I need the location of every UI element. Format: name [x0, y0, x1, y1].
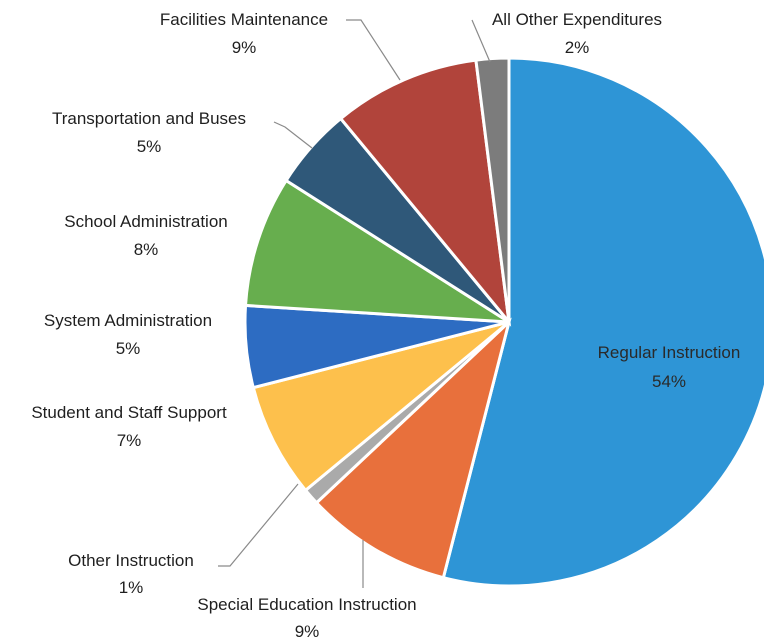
slice-value-student-staff-support: 7%	[117, 431, 142, 450]
pie-slice-facilities-maintenance	[338, 58, 512, 327]
slice-value-transportation-buses: 5%	[137, 137, 162, 156]
leader-facilities	[346, 19, 401, 81]
pie-slice-school-administration	[243, 178, 510, 324]
slice-label-facilities-maintenance: Facilities Maintenance	[160, 10, 328, 29]
slice-label-other-instruction: Other Instruction	[68, 551, 194, 570]
slice-value-special-education-instruction: 9%	[295, 622, 320, 641]
leader-transportation	[273, 121, 313, 149]
leader-other-instruction	[218, 483, 299, 567]
slice-label-system-administration: System Administration	[44, 311, 212, 330]
slice-value-facilities-maintenance: 9%	[232, 38, 257, 57]
leader-lines	[218, 19, 491, 588]
pie-slices	[243, 56, 764, 588]
slice-label-regular-instruction: Regular Instruction	[598, 343, 741, 362]
pie-slice-student-and-staff-support	[251, 320, 510, 493]
slice-value-system-administration: 5%	[116, 339, 141, 358]
leader-all-other	[471, 19, 491, 63]
pie-slice-all-other-expenditures	[474, 56, 511, 323]
slice-value-other-instruction: 1%	[119, 578, 144, 597]
slice-value-regular-instruction: 54%	[652, 372, 686, 391]
slice-value-all-other-expenditures: 2%	[565, 38, 590, 57]
pie-slice-regular-instruction	[441, 56, 764, 588]
slice-value-school-administration: 8%	[134, 240, 159, 259]
slice-label-student-staff-support: Student and Staff Support	[31, 403, 227, 422]
slice-label-school-administration: School Administration	[64, 212, 227, 231]
pie-slice-special-education-instruction	[314, 317, 512, 580]
slice-label-all-other-expenditures: All Other Expenditures	[492, 10, 662, 29]
slice-label-transportation-buses: Transportation and Buses	[52, 109, 246, 128]
slice-label-special-education-instruction: Special Education Instruction	[197, 595, 416, 614]
